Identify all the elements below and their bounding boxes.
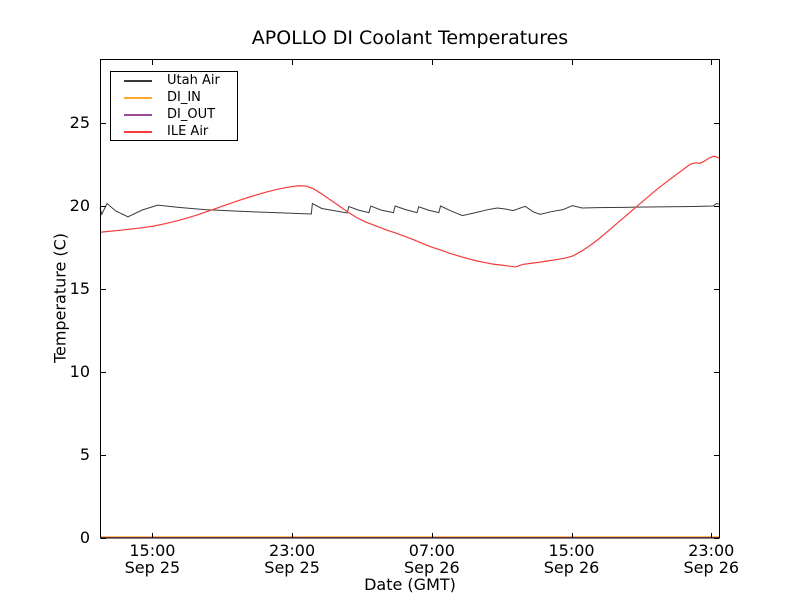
legend-line-sample	[124, 96, 152, 99]
x-tick-label: 23:00 Sep 25	[264, 541, 320, 577]
legend-line-sample	[124, 113, 152, 116]
y-tick-label: 0	[79, 528, 90, 547]
y-tick-label: 10	[69, 362, 90, 381]
y-tick-label: 15	[69, 279, 90, 298]
legend-item: DI_OUT	[111, 107, 237, 122]
x-tick-label: 15:00 Sep 26	[543, 541, 600, 577]
plot-frame	[100, 59, 720, 539]
legend-line-sample	[124, 79, 152, 82]
series-line-ile-air	[99, 155, 721, 268]
x-axis-label: Date (GMT)	[364, 575, 456, 594]
chart-title: APOLLO DI Coolant Temperatures	[251, 27, 569, 49]
y-axis-label: Temperature (C)	[50, 232, 70, 364]
legend-item-label: DI_IN	[167, 90, 201, 105]
y-tick-label: 5	[79, 445, 90, 464]
y-tick-label: 25	[69, 113, 90, 132]
legend-item: ILE Air	[111, 124, 237, 139]
legend-item-label: DI_OUT	[167, 107, 216, 122]
legend-item: Utah Air	[111, 73, 237, 88]
legend-item-label: ILE Air	[167, 124, 209, 139]
legend-item: DI_IN	[111, 90, 237, 105]
legend-line-sample	[124, 130, 152, 133]
legend: Utah Air DI_IN DI_OUT ILE Air	[110, 71, 238, 141]
x-tick-label: 07:00 Sep 26	[404, 541, 460, 577]
x-tick-label: 15:00 Sep 25	[124, 541, 181, 577]
y-tick-label: 20	[69, 196, 90, 215]
x-tick-label: 23:00 Sep 26	[683, 541, 740, 577]
legend-item-label: Utah Air	[167, 73, 220, 88]
